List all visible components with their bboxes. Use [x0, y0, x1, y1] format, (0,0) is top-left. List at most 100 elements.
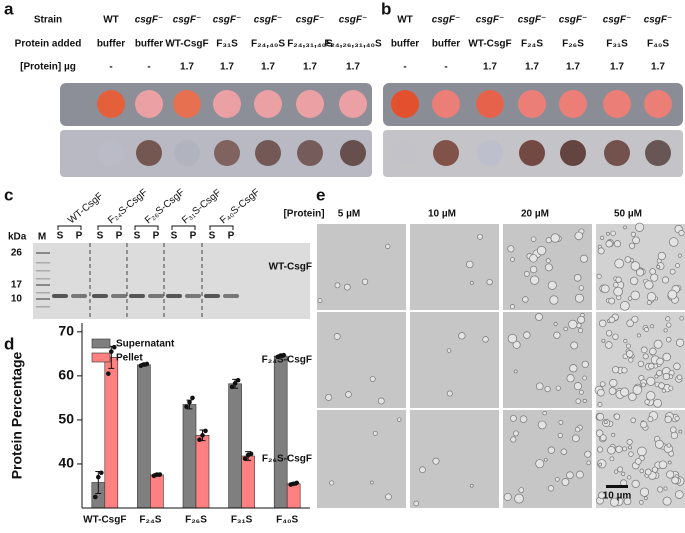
- marker-size: 10: [11, 294, 23, 305]
- amount-label: 1.7: [220, 62, 234, 73]
- droplet: [512, 340, 521, 349]
- droplet: [607, 446, 616, 455]
- droplet: [575, 398, 581, 404]
- bracket: [97, 225, 122, 230]
- droplet: [555, 385, 561, 391]
- droplet: [523, 331, 531, 339]
- droplet: [574, 293, 584, 303]
- droplet: [571, 434, 580, 443]
- lane-label: P: [153, 231, 160, 242]
- droplet: [669, 426, 677, 434]
- droplet: [663, 486, 668, 491]
- droplet: [446, 348, 452, 353]
- droplet: [661, 388, 666, 393]
- droplet: [627, 475, 632, 480]
- droplet: [668, 237, 679, 247]
- droplet: [566, 471, 574, 479]
- droplet: [605, 240, 613, 248]
- lane-label: S: [97, 231, 104, 242]
- droplet: [673, 362, 681, 371]
- droplet: [522, 296, 529, 303]
- strain-label: csgF⁻: [644, 15, 673, 26]
- bar: [137, 364, 151, 509]
- data-point: [157, 472, 163, 477]
- droplet: [509, 304, 515, 310]
- droplet: [578, 389, 584, 395]
- droplet: [651, 466, 658, 473]
- y-tick-label: 60: [58, 367, 74, 383]
- droplet: [385, 493, 392, 501]
- droplet: [466, 260, 474, 269]
- droplet: [574, 231, 584, 241]
- droplet: [628, 451, 634, 457]
- colony-spot: [340, 140, 366, 166]
- sample-label: F₃₁S-CsgF: [180, 187, 223, 226]
- bar: [104, 357, 119, 509]
- panel-label: b: [381, 0, 391, 18]
- droplet: [611, 366, 620, 374]
- data-point: [184, 404, 189, 409]
- droplet: [329, 480, 335, 486]
- lane-label: P: [116, 231, 123, 242]
- colony-spot: [173, 90, 201, 118]
- droplet: [624, 256, 632, 263]
- data-point: [99, 470, 104, 476]
- colony-spot: [136, 140, 162, 166]
- data-point: [281, 352, 287, 358]
- gel-band: [166, 294, 182, 298]
- micrograph: [410, 312, 499, 408]
- droplet: [615, 445, 623, 454]
- marker-size: 26: [11, 248, 23, 259]
- protein-label: F₂₄,₃₁,₄₀S: [287, 39, 333, 50]
- droplet: [598, 491, 606, 499]
- colony-spot: [174, 140, 200, 166]
- droplet: [644, 468, 652, 476]
- droplet: [595, 429, 604, 437]
- droplet: [665, 336, 672, 343]
- droplet: [678, 429, 683, 434]
- droplet: [653, 398, 663, 408]
- droplet: [631, 479, 640, 488]
- droplet: [558, 420, 564, 425]
- droplet: [518, 487, 525, 493]
- droplet: [343, 283, 351, 291]
- droplet: [549, 295, 559, 305]
- strain-label: csgF⁻: [518, 15, 547, 26]
- droplet: [605, 341, 613, 349]
- droplet: [628, 445, 632, 450]
- droplet: [646, 300, 652, 306]
- droplet: [628, 242, 636, 249]
- droplet: [413, 500, 420, 507]
- protein-label: F₃₁S: [216, 39, 238, 50]
- bracket: [209, 225, 234, 230]
- droplet: [671, 476, 679, 485]
- colony-spot: [603, 90, 631, 118]
- droplet: [599, 235, 605, 240]
- gel-band: [223, 294, 239, 298]
- colony-spot: [255, 140, 281, 166]
- header: [Protein]: [283, 209, 324, 220]
- droplet: [597, 247, 605, 255]
- colony-spot: [296, 90, 324, 118]
- gel-band: [129, 294, 145, 298]
- column-header: 5 µM: [338, 209, 360, 220]
- row-header: Strain: [34, 15, 62, 26]
- droplet: [674, 415, 680, 422]
- droplet: [610, 230, 616, 236]
- droplet: [636, 333, 641, 338]
- droplet: [630, 261, 641, 271]
- droplet: [642, 353, 649, 360]
- droplet: [644, 280, 654, 290]
- colony-spot: [339, 90, 367, 118]
- bar: [273, 355, 288, 509]
- amount-label: 1.7: [346, 62, 360, 73]
- bar: [182, 404, 197, 509]
- strain-label: csgF⁻: [296, 15, 325, 26]
- droplet: [486, 278, 493, 286]
- droplet: [608, 297, 616, 305]
- droplet: [637, 360, 644, 368]
- amount-label: 1.7: [566, 62, 580, 73]
- droplet: [609, 497, 619, 507]
- gel-band: [185, 294, 201, 298]
- data-point: [197, 437, 202, 443]
